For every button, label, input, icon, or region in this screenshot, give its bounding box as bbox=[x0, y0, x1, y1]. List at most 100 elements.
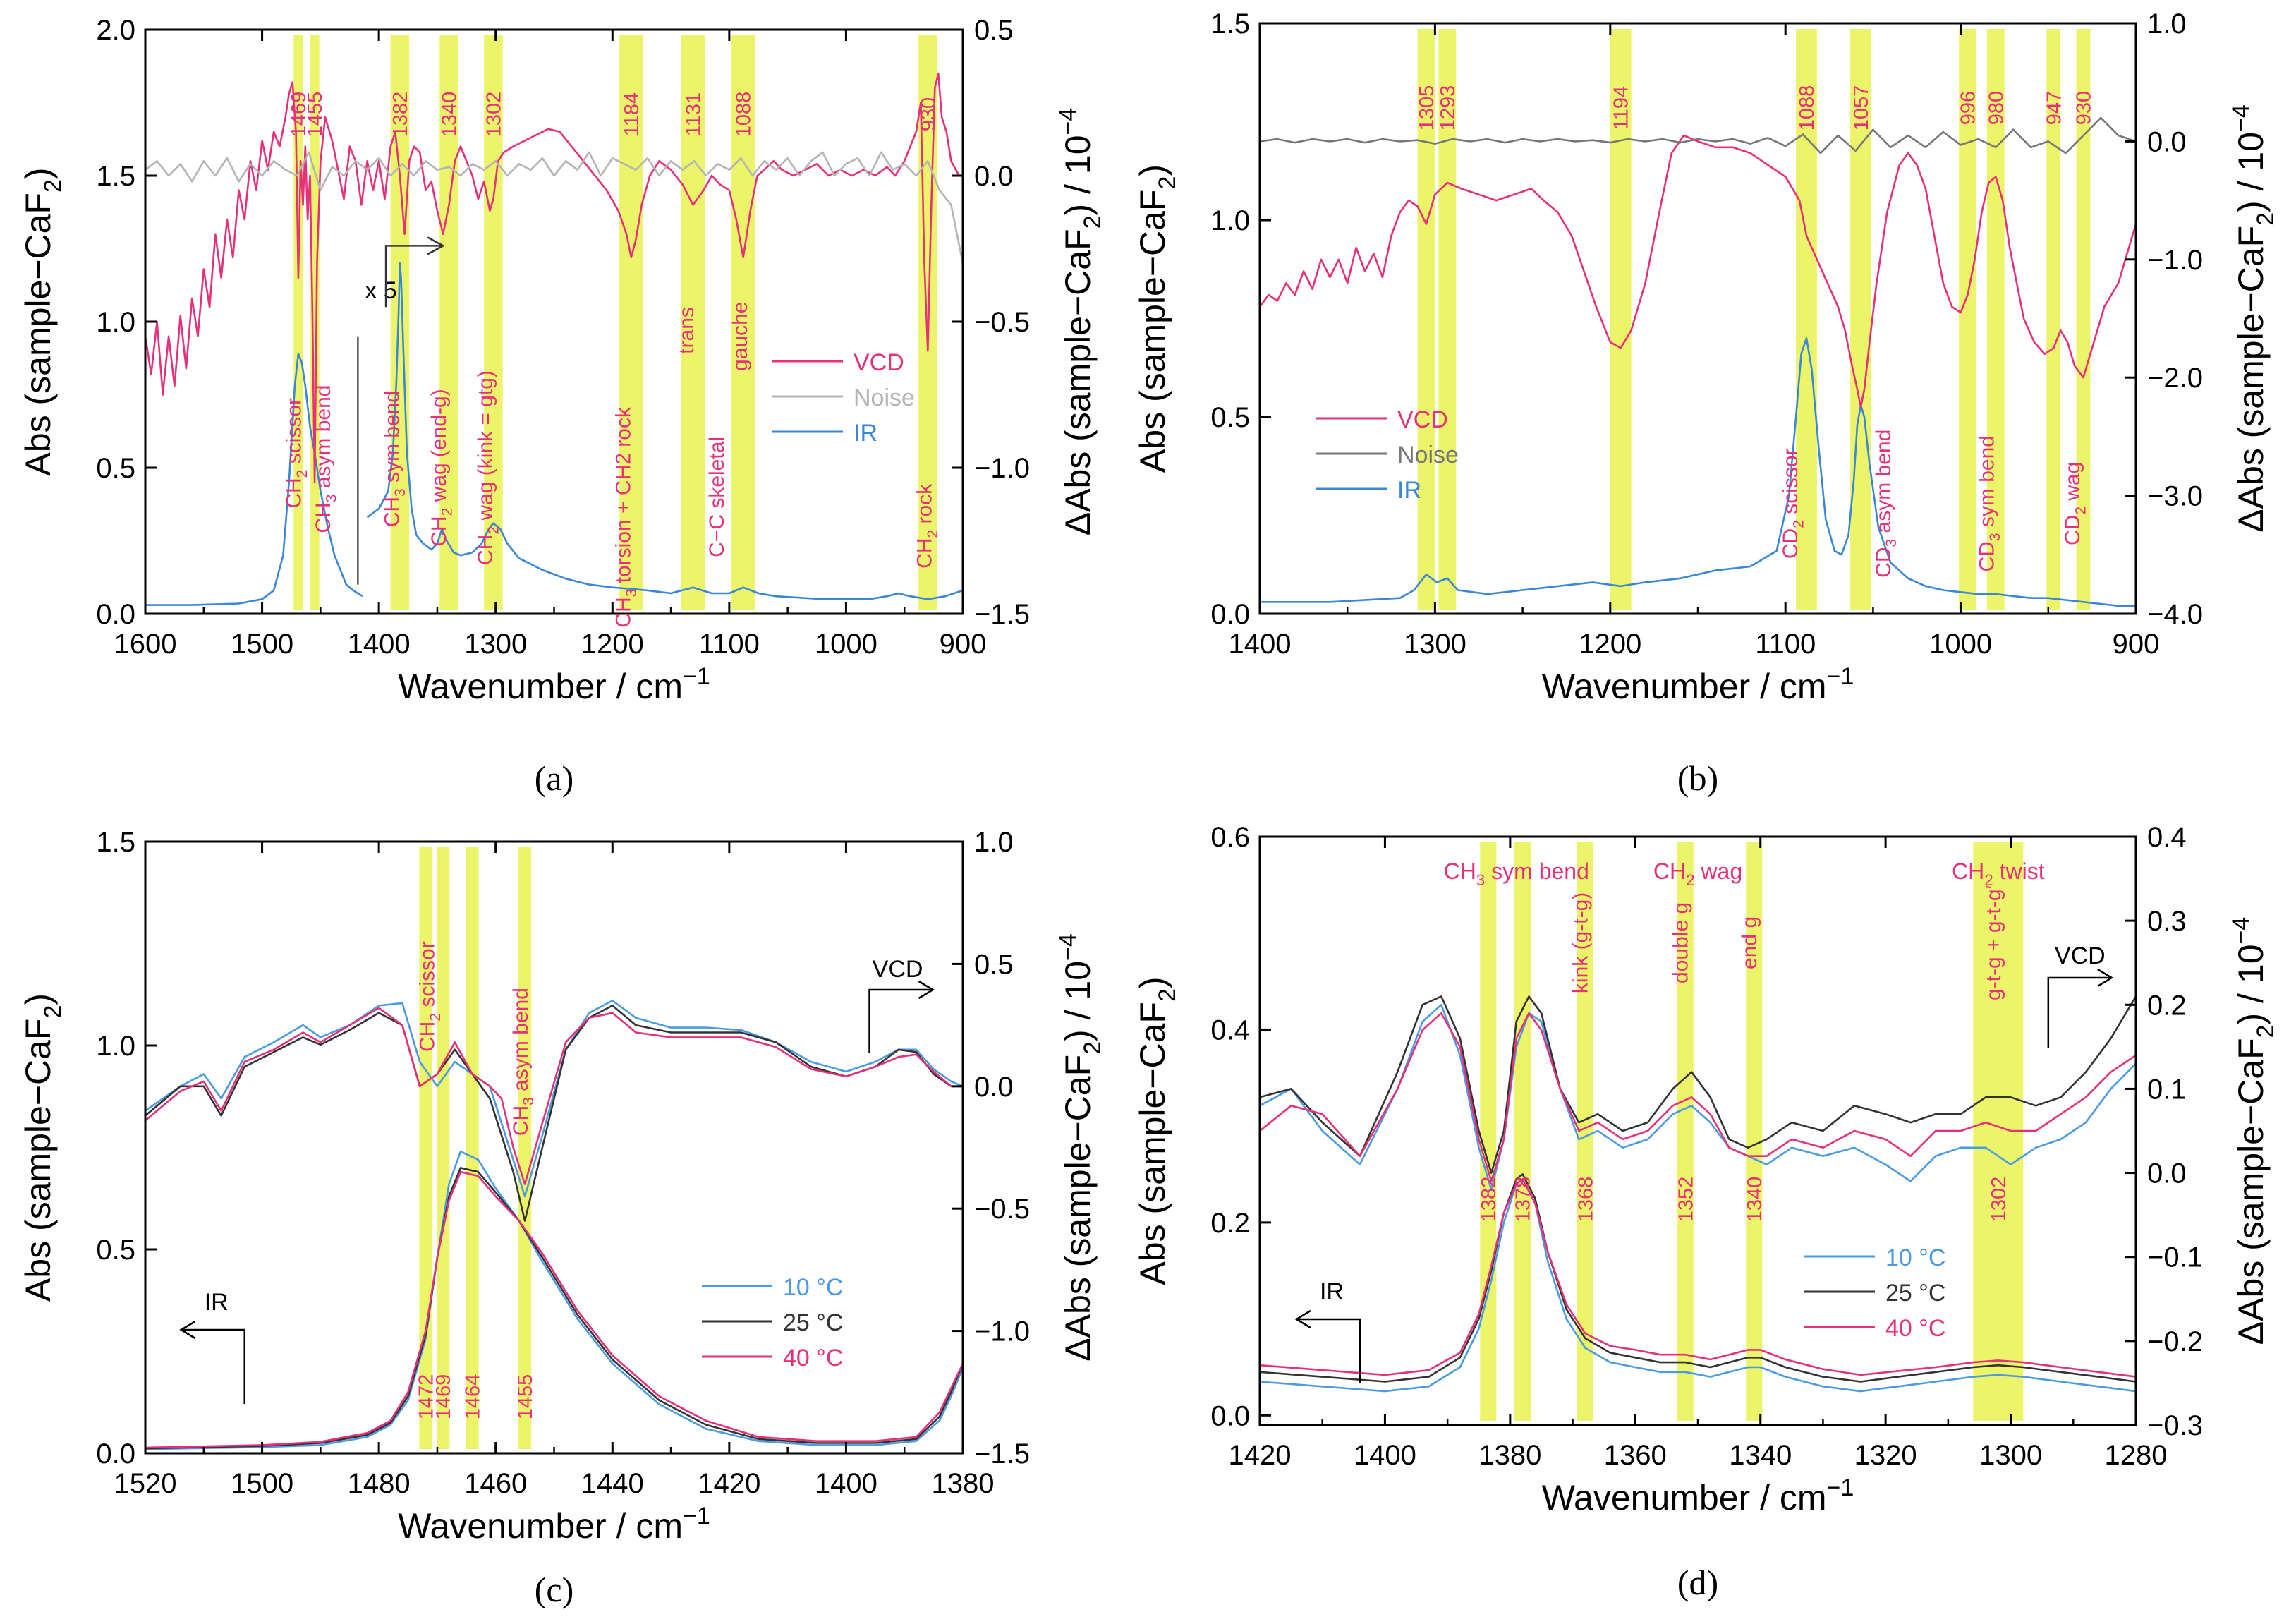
x-tick-label: 1100 bbox=[699, 629, 760, 660]
y-right-tick-label: 0.4 bbox=[2147, 822, 2187, 853]
x-tick-label: 1420 bbox=[1229, 1440, 1292, 1471]
panel-caption: (c) bbox=[535, 1570, 574, 1609]
x-tick-label: 1460 bbox=[464, 1468, 527, 1499]
y-left-tick-label: 0.0 bbox=[1210, 1400, 1250, 1431]
y-left-axis-title: Abs (sample−CaF2) bbox=[18, 993, 66, 1302]
panel-caption: (b) bbox=[1677, 758, 1718, 798]
y-right-tick-label: −3.0 bbox=[2147, 481, 2203, 512]
series-ir-25-c bbox=[145, 1167, 964, 1450]
band-1088 bbox=[1796, 29, 1817, 610]
y-right-tick-label: −1.5 bbox=[974, 1438, 1030, 1470]
band-label: 1293 bbox=[1437, 85, 1459, 131]
y-right-tick-label: 0.5 bbox=[974, 15, 1014, 46]
legend-label: Noise bbox=[854, 384, 915, 411]
band-label: 980 bbox=[1985, 91, 2008, 125]
x-tick-label: 1200 bbox=[1579, 629, 1641, 660]
y-right-tick-label: −0.5 bbox=[974, 307, 1030, 338]
y-left-tick-label: 1.0 bbox=[96, 1031, 135, 1062]
y-right-tick-label: −0.2 bbox=[2147, 1326, 2203, 1357]
series-ir-x5 bbox=[366, 262, 964, 600]
y-right-tick-label: −1.0 bbox=[974, 1316, 1030, 1347]
band-1382 bbox=[1480, 842, 1497, 1421]
x-axis-title: Wavenumber / cm−1 bbox=[398, 663, 710, 706]
series-ir-25-c bbox=[1259, 1173, 2137, 1383]
band-label: 1184 bbox=[621, 92, 643, 136]
series-vcd bbox=[144, 72, 963, 483]
assignment-label: trans bbox=[675, 307, 698, 354]
y-right-tick-label: 0.0 bbox=[974, 161, 1014, 192]
assignment-label: CH2 scissor bbox=[283, 398, 310, 509]
y-right-tick-label: 0.0 bbox=[974, 1072, 1014, 1103]
legend-label: VCD bbox=[854, 349, 904, 376]
band-label: 1368 bbox=[1574, 1177, 1597, 1223]
band-label: 930 bbox=[917, 97, 940, 131]
series-ir bbox=[145, 353, 363, 606]
assignment-label: double g bbox=[1669, 902, 1692, 983]
x-axis-title: Wavenumber / cm−1 bbox=[1542, 1474, 1854, 1517]
ir-arrow bbox=[1296, 1318, 1361, 1383]
x-tick-label: 1400 bbox=[348, 629, 411, 660]
vcd-axis-annotation: VCD bbox=[2055, 943, 2106, 969]
series-vcd-40-c bbox=[145, 1007, 963, 1185]
band-1464 bbox=[466, 847, 479, 1449]
x-tick-label: 1400 bbox=[1229, 629, 1292, 660]
band-group-header: CH2 wag bbox=[1653, 859, 1742, 889]
band-label: 1455 bbox=[304, 92, 327, 138]
y-left-tick-label: 1.5 bbox=[1210, 8, 1250, 40]
band-1088 bbox=[731, 35, 755, 610]
band-label: 1302 bbox=[1988, 1177, 2010, 1223]
y-right-tick-label: −2.0 bbox=[2147, 363, 2203, 394]
band-1378 bbox=[1514, 842, 1531, 1421]
band-group-header: CH3 sym bend bbox=[1444, 859, 1589, 889]
x-tick-label: 1000 bbox=[815, 629, 877, 660]
x-tick-label: 1520 bbox=[114, 1468, 177, 1499]
band-label: 1352 bbox=[1675, 1177, 1697, 1223]
x-tick-label: 900 bbox=[940, 629, 987, 660]
y-right-tick-label: −4.0 bbox=[2147, 599, 2203, 630]
band-label: 1469 bbox=[288, 92, 310, 138]
y-left-tick-label: 0.0 bbox=[1210, 599, 1250, 630]
y-left-axis-title: Abs (sample−CaF2) bbox=[1133, 976, 1181, 1285]
panel-b: 1400 1300 1200 1100 1000 900 0.0 0.5 1.0 1.5 −4.0 −… bbox=[1133, 8, 2279, 798]
arrow-head bbox=[179, 1320, 196, 1340]
x-tick-label: 1500 bbox=[231, 1468, 293, 1499]
legend-label: IR bbox=[854, 420, 877, 447]
assignment-label: g-t-g + g-t-g′ bbox=[1982, 885, 2005, 1000]
legend-label: Noise bbox=[1397, 442, 1459, 468]
y-right-axis-title: ΔAbs (sample−CaF2) / 10−4 bbox=[2228, 104, 2279, 533]
panel-a: 1600 1500 1400 1300 1200 1100 1000 900 0.0 0.5 1.0… bbox=[18, 15, 1106, 798]
y-left-axis-title: Abs (sample−CaF2) bbox=[18, 167, 66, 475]
band-980 bbox=[1986, 29, 2005, 610]
band-947 bbox=[2046, 29, 2061, 610]
series-ir bbox=[1260, 337, 2136, 607]
y-right-tick-label: −0.3 bbox=[2147, 1410, 2203, 1441]
y-left-tick-label: 0.6 bbox=[1210, 822, 1250, 853]
series-vcd-10-c bbox=[1259, 1004, 2137, 1191]
band-1131 bbox=[681, 35, 705, 610]
assignment-label: CH3 torsion + CH2 rock bbox=[612, 406, 640, 628]
y-right-tick-label: 0.0 bbox=[2147, 1158, 2187, 1189]
band-label: 1194 bbox=[1610, 86, 1633, 130]
band-label: 1464 bbox=[462, 1374, 485, 1420]
panel-c: 1520 1500 1480 1460 1440 1420 1400 1380 0.0 0.5 1.… bbox=[18, 827, 1106, 1609]
band-1057 bbox=[1850, 29, 1871, 610]
assignment-label: CH2 wag (end-g) bbox=[427, 389, 455, 546]
x-tick-label: 1420 bbox=[698, 1468, 760, 1499]
band-label: 1057 bbox=[1850, 85, 1873, 131]
ir-axis-annotation: IR bbox=[205, 1289, 229, 1316]
y-right-tick-label: −1.0 bbox=[974, 453, 1030, 484]
band-1352 bbox=[1677, 842, 1694, 1421]
vcd-arrow bbox=[868, 988, 933, 1053]
vcd-arrow bbox=[2047, 976, 2112, 1048]
assignment-label: CD2 scissor bbox=[1779, 448, 1806, 559]
x-tick-label: 1360 bbox=[1604, 1440, 1667, 1471]
arrow-head bbox=[427, 236, 445, 255]
y-left-axis-title: Abs (sample−CaF2) bbox=[1133, 164, 1181, 473]
x-axis-title: Wavenumber / cm−1 bbox=[398, 1503, 710, 1546]
y-left-tick-label: 0.5 bbox=[96, 1235, 135, 1266]
legend-label: 40 °C bbox=[1885, 1315, 1945, 1342]
band-label: 1455 bbox=[514, 1374, 537, 1420]
arrow-head bbox=[2097, 968, 2114, 988]
y-right-tick-label: −1.0 bbox=[2147, 245, 2203, 276]
